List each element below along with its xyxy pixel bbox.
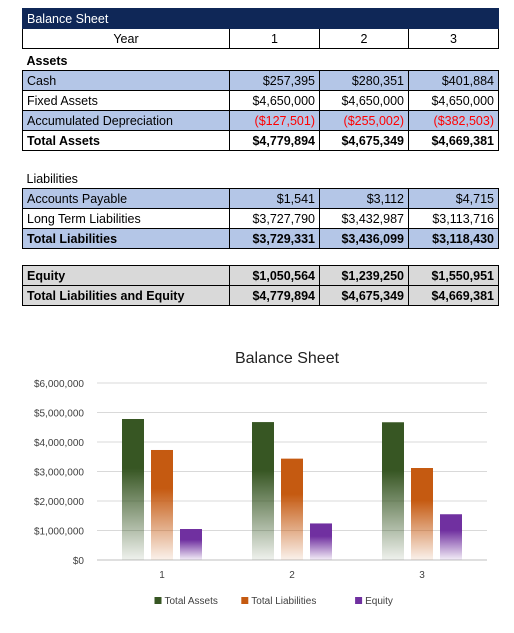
total-liabilities-equity-y2[interactable]: $4,675,349 [319,285,409,306]
year-1-header[interactable]: 1 [229,28,320,49]
bar-total-liabilities [411,468,433,560]
legend-label: Total Liabilities [251,596,316,607]
y-tick-label: $6,000,000 [34,379,84,390]
depreciation-label[interactable]: Accumulated Depreciation [22,110,230,131]
bar-total-assets [252,422,274,560]
cash-row: Cash $257,395 $280,351 $401,884 [22,70,499,91]
fixed-assets-y1[interactable]: $4,650,000 [229,90,320,111]
chart-title: Balance Sheet [235,350,340,367]
x-tick-label: 3 [419,570,425,581]
y-tick-label: $1,000,000 [34,527,84,538]
fixed-assets-y3[interactable]: $4,650,000 [408,90,499,111]
long-term-liabilities-y3[interactable]: $3,113,716 [408,208,499,229]
total-assets-y3[interactable]: $4,669,381 [408,130,499,151]
cash-y1[interactable]: $257,395 [229,70,320,91]
bar-total-assets [122,418,144,560]
chart-svg: Balance Sheet $0 $1,000,000 $2,000,000 $3,00… [34,350,487,607]
fixed-assets-y2[interactable]: $4,650,000 [319,90,409,111]
cash-y2[interactable]: $280,351 [319,70,409,91]
legend-label: Equity [365,596,393,607]
equity-y1[interactable]: $1,050,564 [229,265,320,286]
bar-total-liabilities [151,449,173,560]
liabilities-header[interactable]: Liabilities [26,171,78,186]
total-liabilities-equity-y3[interactable]: $4,669,381 [408,285,499,306]
assets-header[interactable]: Assets [26,53,68,68]
total-assets-label[interactable]: Total Assets [22,130,230,151]
long-term-liabilities-y1[interactable]: $3,727,790 [229,208,320,229]
accounts-payable-y2[interactable]: $3,112 [319,188,409,209]
total-liabilities-equity-row: Total Liabilities and Equity $4,779,894 … [22,285,499,306]
y-tick-label: $5,000,000 [34,409,84,420]
fixed-assets-label[interactable]: Fixed Assets [22,90,230,111]
legend-swatch [241,597,249,604]
assets-section-row: Assets [23,49,499,71]
bar-total-assets [382,422,404,560]
y-tick-label: $0 [73,556,85,567]
depreciation-y3[interactable]: ($382,503) [408,110,499,131]
depreciation-row: Accumulated Depreciation ($127,501) ($25… [22,110,499,131]
total-liabilities-label[interactable]: Total Liabilities [22,228,230,249]
long-term-liabilities-label[interactable]: Long Term Liabilities [22,208,230,229]
equity-y3[interactable]: $1,550,951 [408,265,499,286]
cash-y3[interactable]: $401,884 [408,70,499,91]
year-3-header[interactable]: 3 [408,28,499,49]
bar-total-liabilities [281,458,303,560]
accounts-payable-label[interactable]: Accounts Payable [22,188,230,209]
year-label[interactable]: Year [22,28,230,49]
bar-equity [180,529,202,560]
fixed-assets-row: Fixed Assets $4,650,000 $4,650,000 $4,65… [22,90,499,111]
accounts-payable-y3[interactable]: $4,715 [408,188,499,209]
total-liabilities-equity-label[interactable]: Total Liabilities and Equity [22,285,230,306]
liabilities-section-row: Liabilities [23,169,499,189]
equity-y2[interactable]: $1,239,250 [319,265,409,286]
total-assets-y1[interactable]: $4,779,894 [229,130,320,151]
legend-label: Total Assets [165,596,218,607]
balance-sheet-chart[interactable]: Balance Sheet $0 $1,000,000 $2,000,000 $3,00… [22,338,498,628]
y-tick-label: $4,000,000 [34,438,84,449]
total-liabilities-row: Total Liabilities $3,729,331 $3,436,099 … [22,228,499,249]
total-assets-y2[interactable]: $4,675,349 [319,130,409,151]
x-tick-label: 1 [159,570,165,581]
year-2-header[interactable]: 2 [319,28,409,49]
long-term-liabilities-row: Long Term Liabilities $3,727,790 $3,432,… [22,208,499,229]
accounts-payable-row: Accounts Payable $1,541 $3,112 $4,715 [22,188,499,209]
cash-label[interactable]: Cash [22,70,230,91]
legend-swatch [355,597,363,604]
y-tick-label: $3,000,000 [34,468,84,479]
balance-sheet-table: Balance Sheet Year 1 2 3 Assets Cash $25… [22,8,499,306]
x-tick-label: 2 [289,570,295,581]
bar-equity [310,523,332,560]
sheet-title[interactable]: Balance Sheet [22,8,499,29]
year-header-row: Year 1 2 3 [22,28,499,49]
y-tick-label: $2,000,000 [34,497,84,508]
total-liabilities-y3[interactable]: $3,118,430 [408,228,499,249]
total-liabilities-equity-y1[interactable]: $4,779,894 [229,285,320,306]
total-liabilities-y2[interactable]: $3,436,099 [319,228,409,249]
bar-equity [440,514,462,560]
equity-row: Equity $1,050,564 $1,239,250 $1,550,951 [22,265,499,286]
depreciation-y2[interactable]: ($255,002) [319,110,409,131]
long-term-liabilities-y2[interactable]: $3,432,987 [319,208,409,229]
equity-label[interactable]: Equity [22,265,230,286]
depreciation-y1[interactable]: ($127,501) [229,110,320,131]
sheet-title-row: Balance Sheet [22,8,499,29]
legend-swatch [154,597,162,604]
total-assets-row: Total Assets $4,779,894 $4,675,349 $4,66… [22,130,499,151]
total-liabilities-y1[interactable]: $3,729,331 [229,228,320,249]
accounts-payable-y1[interactable]: $1,541 [229,188,320,209]
